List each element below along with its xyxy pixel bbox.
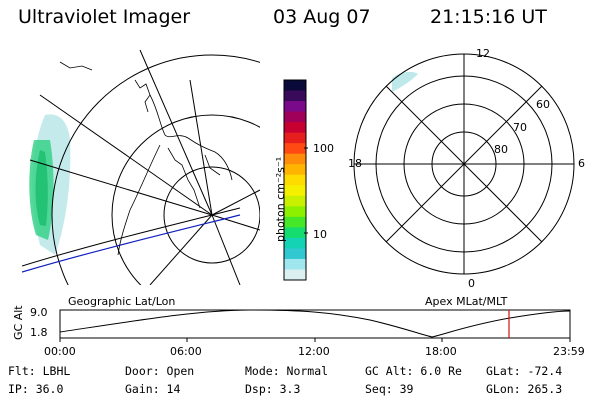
- lat-label-70: 70: [513, 121, 527, 134]
- colorbar-swatch: [284, 132, 306, 144]
- geographic-label: Geographic Lat/Lon: [68, 295, 176, 308]
- colorbar-swatch: [284, 216, 306, 228]
- colorbar-swatch: [284, 185, 306, 197]
- colorbar-swatch: [284, 237, 306, 249]
- colorbar-swatch: [284, 206, 306, 218]
- colorbar-swatch: [284, 80, 306, 92]
- mlt-label-0: 0: [468, 277, 475, 290]
- door-info: Door: Open: [125, 364, 195, 378]
- lat-label-80: 80: [494, 143, 508, 156]
- date-label: 03 Aug 07: [273, 6, 371, 28]
- colorbar-swatch: [284, 90, 306, 102]
- filter-info: Flt: LBHL: [8, 364, 71, 378]
- mode-info: Mode: Normal: [245, 364, 329, 378]
- colorbar-swatch: [284, 111, 306, 123]
- mlt-label-18: 18: [348, 157, 362, 170]
- time-label: 21:15:16 UT: [430, 6, 547, 28]
- mlt-label-6: 6: [578, 157, 585, 170]
- altitude-plot: [59, 309, 571, 342]
- dsp-info: Dsp: 3.3: [245, 382, 301, 396]
- colorbar: [283, 79, 308, 281]
- polar-plot: [353, 53, 575, 275]
- colorbar-swatch: [284, 227, 306, 239]
- gain-info: Gain: 14: [125, 382, 181, 396]
- colorbar-swatch: [284, 269, 306, 281]
- colorbar-swatch: [284, 122, 306, 134]
- glat-info: GLat: -72.4: [486, 364, 563, 378]
- seq-info: Seq: 39: [365, 382, 414, 396]
- colorbar-swatch: [284, 258, 306, 270]
- colorbar-swatch: [284, 164, 306, 176]
- alt-xtick-3: 18:00: [425, 345, 457, 358]
- alt-ymax: 9.0: [30, 306, 48, 319]
- colorbar-swatch: [284, 143, 306, 155]
- colorbar-unit-label: photon cm⁻²s⁻¹: [274, 156, 287, 242]
- alt-ylabel: GC Alt: [12, 305, 25, 340]
- colorbar-swatch: [284, 153, 306, 165]
- apex-label: Apex MLat/MLT: [425, 295, 508, 308]
- gc-alt-info: GC Alt: 6.0 Re: [365, 364, 462, 378]
- colorbar-tick-100: 100: [313, 142, 334, 155]
- mlt-label-12: 12: [476, 47, 490, 60]
- colorbar-swatch: [284, 195, 306, 207]
- aurora-emission-polar: [392, 71, 418, 92]
- altitude-trace: [59, 309, 571, 338]
- alt-xtick-4: 23:59: [553, 345, 585, 358]
- instrument-title: Ultraviolet Imager: [18, 6, 191, 28]
- coastline-antarctica: [117, 94, 233, 256]
- alt-xtick-1: 06:00: [170, 345, 202, 358]
- colorbar-tick-10: 10: [313, 228, 327, 241]
- colorbar-swatches: [284, 80, 306, 281]
- ip-info: IP: 36.0: [8, 382, 64, 396]
- alt-xtick-2: 12:00: [298, 345, 330, 358]
- colorbar-swatch: [284, 174, 306, 186]
- alt-xtick-0: 00:00: [44, 345, 76, 358]
- lat-label-60: 60: [536, 98, 550, 111]
- colorbar-swatch: [284, 101, 306, 113]
- geographic-map: [22, 49, 260, 285]
- alt-ymin: 1.8: [30, 326, 48, 339]
- glon-info: GLon: 265.3: [486, 382, 563, 396]
- colorbar-swatch: [284, 248, 306, 260]
